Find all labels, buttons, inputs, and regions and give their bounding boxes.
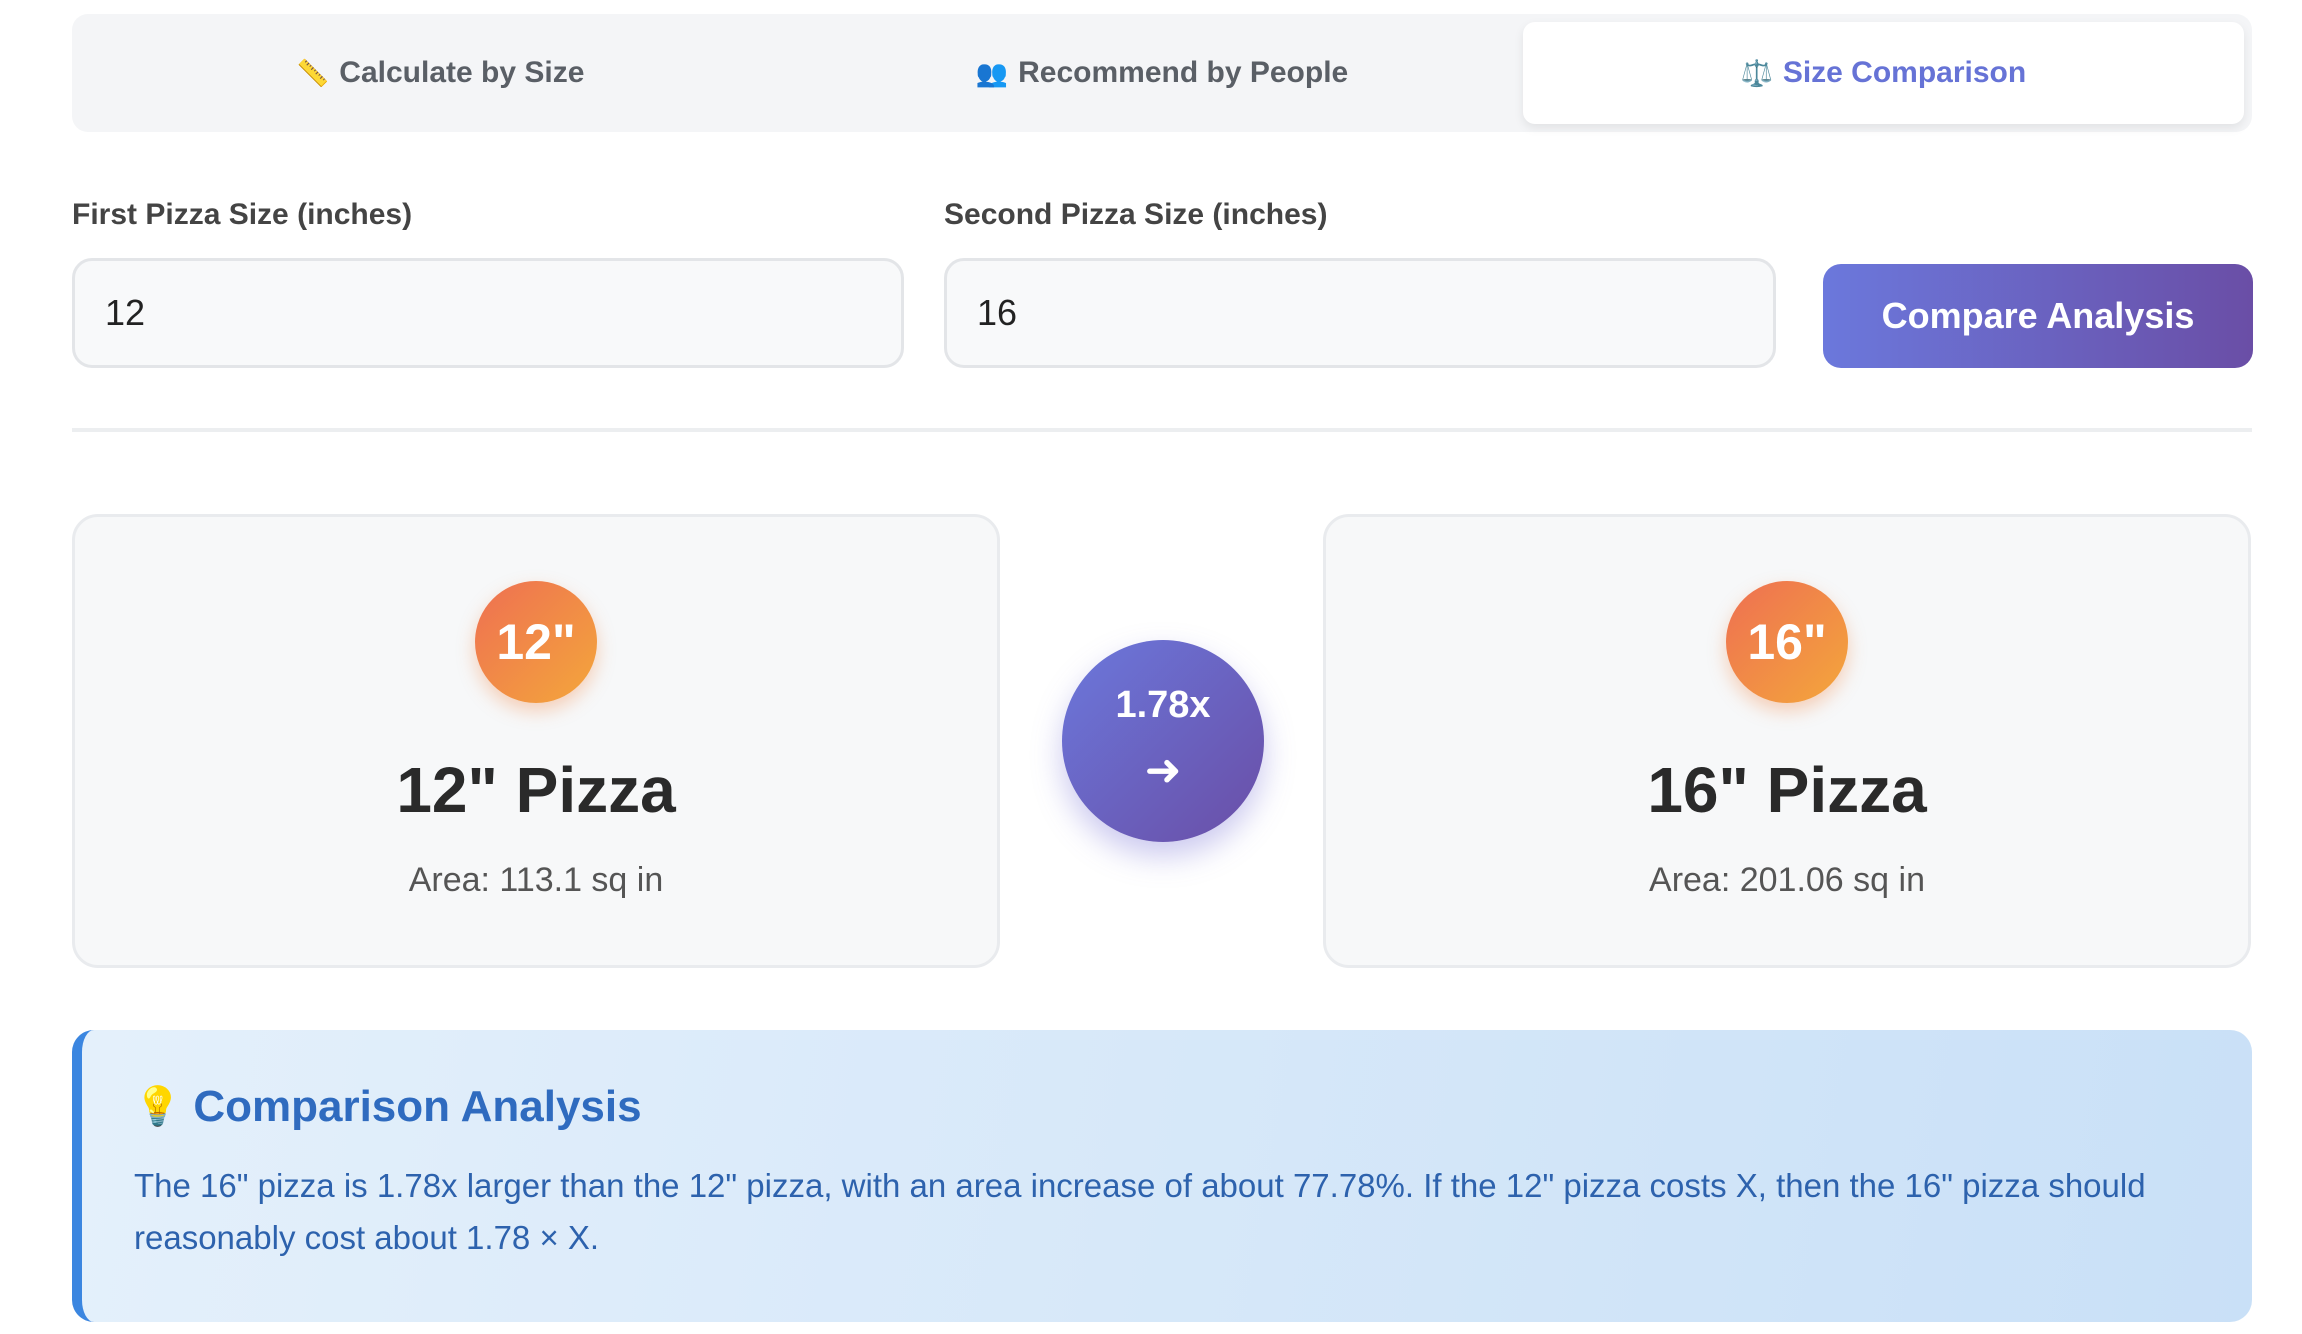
lightbulb-icon: 💡: [134, 1086, 182, 1128]
tab-bar: 📏 Calculate by Size 👥 Recommend by Peopl…: [72, 14, 2252, 132]
first-pizza-card: 12" 12" Pizza Area: 113.1 sq in: [72, 514, 1000, 968]
ratio-indicator: 1.78x ➜: [1062, 640, 1264, 842]
ratio-value: 1.78x: [1115, 683, 1211, 726]
second-size-input[interactable]: [944, 258, 1776, 368]
second-size-label: Second Pizza Size (inches): [944, 198, 1328, 231]
divider: [72, 428, 2252, 432]
size-badge: 12": [475, 581, 597, 703]
pizza-title: 16" Pizza: [1647, 754, 1927, 826]
pizza-area: Area: 113.1 sq in: [408, 861, 664, 899]
analysis-title: Comparison Analysis: [193, 1082, 642, 1131]
pizza-title: 12" Pizza: [396, 754, 676, 826]
ruler-icon: 📏: [296, 58, 330, 88]
analysis-text: The 16" pizza is 1.78x larger than the 1…: [134, 1167, 2146, 1256]
tab-label: Size Comparison: [1782, 56, 2027, 89]
first-size-label: First Pizza Size (inches): [72, 198, 413, 231]
tab-label: Calculate by Size: [339, 56, 585, 89]
tab-recommend-by-people[interactable]: 👥 Recommend by People: [801, 22, 1522, 124]
second-pizza-card: 16" 16" Pizza Area: 201.06 sq in: [1323, 514, 2251, 968]
tab-size-comparison[interactable]: ⚖️ Size Comparison: [1522, 22, 2244, 124]
comparison-analysis-panel: 💡 Comparison Analysis The 16" pizza is 1…: [72, 1030, 2252, 1322]
size-badge: 16": [1726, 581, 1848, 703]
scale-icon: ⚖️: [1740, 58, 1773, 88]
first-size-input[interactable]: [72, 258, 904, 368]
compare-analysis-button[interactable]: Compare Analysis: [1823, 264, 2253, 368]
pizza-area: Area: 201.06 sq in: [1649, 861, 1925, 899]
tab-calculate-by-size[interactable]: 📏 Calculate by Size: [80, 22, 801, 124]
arrow-right-icon: ➜: [1144, 745, 1182, 795]
analysis-heading: 💡 Comparison Analysis: [134, 1082, 2202, 1132]
tab-label: Recommend by People: [1018, 56, 1349, 89]
people-icon: 👥: [975, 58, 1009, 88]
